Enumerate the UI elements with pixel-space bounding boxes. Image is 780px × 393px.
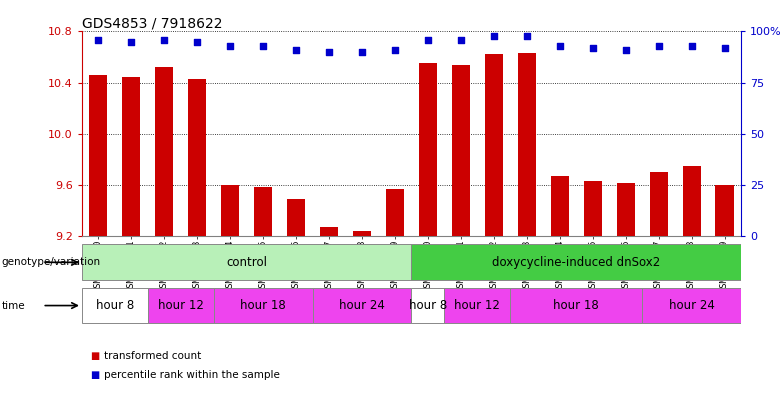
Bar xyxy=(583,181,601,236)
Point xyxy=(686,42,698,49)
Point xyxy=(356,49,368,55)
Point xyxy=(619,47,632,53)
Bar xyxy=(313,288,412,323)
Point xyxy=(422,37,434,43)
Bar xyxy=(445,288,510,323)
Bar xyxy=(155,67,173,236)
Bar xyxy=(485,55,503,236)
Bar xyxy=(90,75,108,236)
Bar xyxy=(518,53,536,236)
Bar xyxy=(82,288,148,323)
Point xyxy=(125,39,137,45)
Bar xyxy=(412,288,445,323)
Text: transformed count: transformed count xyxy=(104,351,201,361)
Bar xyxy=(82,244,412,280)
Bar xyxy=(254,187,272,236)
Text: genotype/variation: genotype/variation xyxy=(2,257,101,267)
Text: hour 8: hour 8 xyxy=(409,299,447,312)
Text: hour 18: hour 18 xyxy=(240,299,286,312)
Text: hour 12: hour 12 xyxy=(158,299,204,312)
Bar xyxy=(353,231,371,236)
Bar xyxy=(122,77,140,236)
Bar xyxy=(642,288,741,323)
Bar xyxy=(715,185,733,236)
Point xyxy=(388,47,401,53)
Point xyxy=(488,32,500,39)
Point xyxy=(718,45,731,51)
Bar xyxy=(214,288,313,323)
Text: hour 18: hour 18 xyxy=(553,299,599,312)
Point xyxy=(290,47,303,53)
Text: GDS4853 / 7918622: GDS4853 / 7918622 xyxy=(82,16,222,30)
Bar xyxy=(452,65,470,236)
Point xyxy=(323,49,335,55)
Text: hour 24: hour 24 xyxy=(339,299,385,312)
Point xyxy=(92,37,105,43)
Text: time: time xyxy=(2,301,25,311)
Bar xyxy=(320,227,338,236)
Bar xyxy=(386,189,404,236)
Bar xyxy=(510,288,642,323)
Bar xyxy=(617,184,635,236)
Point xyxy=(587,45,599,51)
Text: doxycycline-induced dnSox2: doxycycline-induced dnSox2 xyxy=(492,256,661,269)
Bar xyxy=(551,176,569,236)
Bar xyxy=(412,244,741,280)
Text: hour 12: hour 12 xyxy=(455,299,500,312)
Text: ■: ■ xyxy=(90,370,99,380)
Point xyxy=(191,39,204,45)
Bar xyxy=(148,288,214,323)
Bar xyxy=(682,165,700,236)
Point xyxy=(652,42,665,49)
Point xyxy=(554,42,566,49)
Point xyxy=(224,42,236,49)
Text: hour 24: hour 24 xyxy=(668,299,714,312)
Point xyxy=(158,37,171,43)
Text: ■: ■ xyxy=(90,351,99,361)
Point xyxy=(257,42,269,49)
Bar xyxy=(287,199,305,236)
Point xyxy=(520,32,533,39)
Text: percentile rank within the sample: percentile rank within the sample xyxy=(104,370,279,380)
Bar xyxy=(419,63,437,236)
Bar xyxy=(650,172,668,236)
Bar xyxy=(188,79,206,236)
Text: control: control xyxy=(226,256,268,269)
Text: hour 8: hour 8 xyxy=(96,299,134,312)
Bar xyxy=(222,185,239,236)
Point xyxy=(455,37,467,43)
